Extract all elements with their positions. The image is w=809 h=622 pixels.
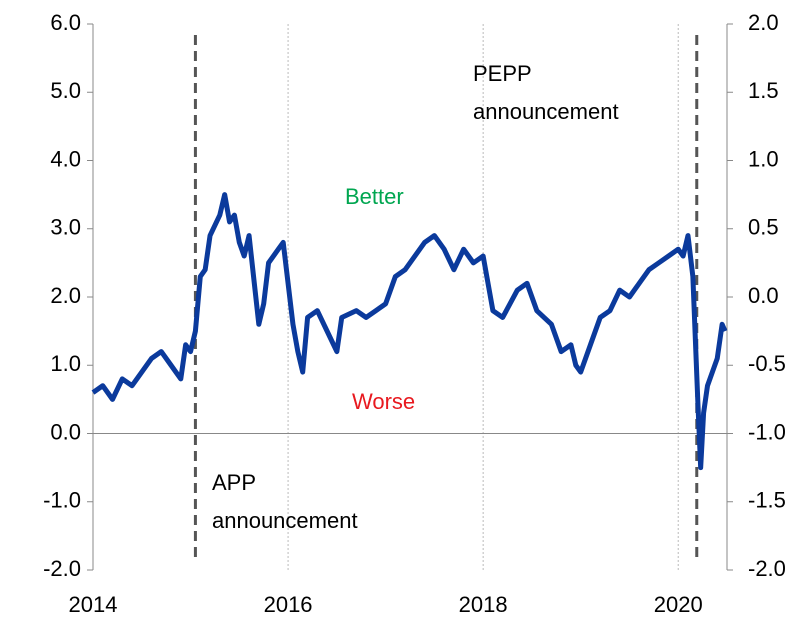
x-tick-label: 2016	[264, 592, 313, 617]
x-tick-label: 2014	[69, 592, 118, 617]
y-tick-label: -2.0	[43, 556, 81, 581]
event-label: APP announcement	[212, 470, 358, 533]
y2-tick-label: 2.0	[748, 10, 779, 35]
y-tick-label: 3.0	[50, 215, 81, 240]
y-tick-label: 4.0	[50, 146, 81, 171]
data-line	[91, 192, 728, 471]
y2-tick-label: 0.0	[748, 283, 779, 308]
y-tick-label: -1.0	[43, 488, 81, 513]
annotation: Worse	[352, 389, 416, 414]
y-tick-label: 1.0	[50, 351, 81, 376]
y-tick-label: 5.0	[50, 78, 81, 103]
y2-tick-label: 1.0	[748, 146, 779, 171]
annotation: Better	[345, 184, 404, 209]
y2-tick-label: -2.0	[748, 556, 786, 581]
y2-tick-label: -1.5	[748, 488, 786, 513]
y2-tick-label: -1.0	[748, 419, 786, 444]
y-tick-label: 0.0	[50, 419, 81, 444]
y2-tick-label: -0.5	[748, 351, 786, 376]
x-tick-label: 2018	[459, 592, 508, 617]
x-tick-label: 2020	[654, 592, 703, 617]
event-label: PEPP announcement	[473, 61, 619, 124]
y-tick-label: 2.0	[50, 283, 81, 308]
y-tick-label: 6.0	[50, 10, 81, 35]
y2-tick-label: 1.5	[748, 78, 779, 103]
y2-tick-label: 0.5	[748, 215, 779, 240]
